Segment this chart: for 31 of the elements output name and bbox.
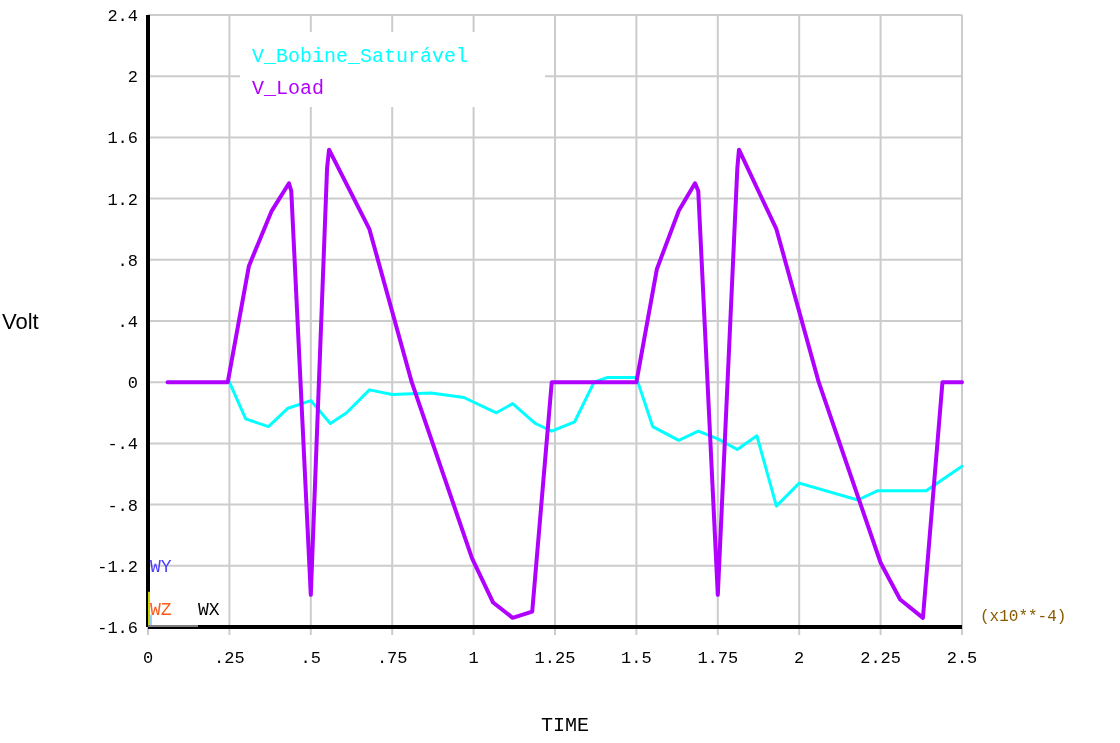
x-tick-label: 1 [468,649,479,668]
x-axis-title: TIME [540,714,590,737]
x-tick-label: 2.5 [946,649,978,668]
y-tick-label: .4 [117,312,138,332]
y-tick-label: -.4 [107,435,138,455]
x-tick-label: 2 [794,649,805,668]
x-tick-label: 0 [142,649,154,668]
y-tick-label: 2 [127,68,138,88]
x-tick-label: 1.5 [621,649,652,668]
line-series [227,376,964,508]
annotation: WX [198,599,220,620]
x-tick-label: .75 [376,649,408,668]
y-tick-label: .8 [117,251,138,271]
annotation: WZ [150,599,172,620]
y-tick-label: -1.6 [97,618,138,638]
x-tick-label: 1.75 [697,649,739,668]
x-tick-label: 2.25 [860,649,902,668]
y-tick-label: 1.6 [107,129,138,149]
x-tick-label: .25 [214,649,245,668]
y-tick-label: 0 [127,374,138,394]
x-tick-label: 1.25 [534,649,576,668]
annotation: WY [150,556,172,577]
y-tick-label: 1.2 [107,190,138,210]
text: V_Load [252,77,325,100]
y-axis-title: Volt [2,309,39,334]
y-tick-label: -.8 [107,496,138,516]
text: V_Bobine_Saturável [252,45,469,68]
y-tick-label: -1.2 [97,557,138,577]
y-tick-label: 2.4 [107,6,138,26]
text: (x10**-4) [980,608,1067,626]
x-tick-label: .5 [300,649,321,668]
